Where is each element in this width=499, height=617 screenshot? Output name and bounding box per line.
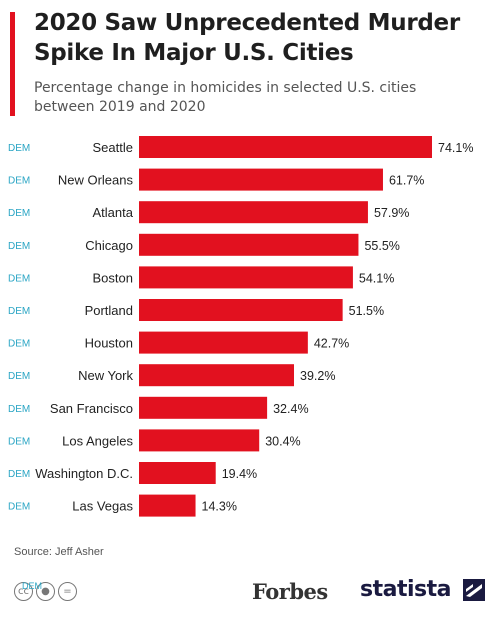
bar	[139, 331, 308, 354]
bar	[139, 462, 216, 484]
party-label: DEM	[8, 306, 30, 317]
category-label: Chicago	[85, 238, 133, 253]
value-label: 74.1%	[438, 141, 473, 155]
value-label: 54.1%	[359, 271, 394, 285]
license-icons: cc ● = DEM	[14, 581, 80, 601]
cc-icon: cc	[14, 582, 33, 601]
statista-logo-icon	[463, 579, 485, 601]
statista-logo: statista	[360, 577, 451, 602]
party-label: DEM	[8, 469, 30, 480]
category-label: Los Angeles	[62, 433, 133, 448]
value-label: 19.4%	[222, 467, 257, 481]
value-label: 51.5%	[349, 304, 384, 318]
party-label: DEM	[8, 436, 30, 447]
forbes-logo: Forbes	[252, 579, 328, 604]
value-label: 39.2%	[300, 369, 335, 383]
party-label: DEM	[8, 502, 30, 513]
bar	[139, 201, 368, 224]
value-label: 57.9%	[374, 206, 409, 220]
value-label: 14.3%	[202, 500, 237, 514]
bar	[139, 233, 359, 256]
value-label: 32.4%	[273, 402, 308, 416]
value-label: 42.7%	[314, 337, 349, 351]
bar	[139, 429, 260, 452]
party-label: DEM	[8, 208, 30, 219]
bar	[139, 396, 268, 419]
category-label: Washington D.C.	[35, 466, 133, 481]
party-label: DEM	[8, 371, 30, 382]
bar-chart: DEM Seattle 74.1% DEM New Orleans 61.7% DEM Atl…	[8, 136, 473, 517]
chart-title: 2020 Saw Unprecedented Murder Spike In M…	[34, 10, 460, 66]
category-label: Atlanta	[93, 205, 134, 220]
bar	[139, 494, 196, 517]
source-note: Source: Jeff Asher	[14, 546, 104, 558]
party-label: DEM	[8, 273, 30, 284]
category-label: Boston	[93, 270, 133, 285]
bar	[139, 168, 383, 191]
category-label: New Orleans	[58, 173, 134, 188]
category-label: Houston	[85, 336, 133, 351]
value-label: 55.5%	[364, 239, 399, 253]
category-label: Las Vegas	[72, 499, 133, 514]
title-accent-bar	[10, 12, 15, 116]
party-label: DEM	[8, 339, 30, 350]
value-label: 30.4%	[265, 434, 300, 448]
category-label: San Francisco	[50, 401, 133, 416]
bar	[139, 299, 343, 321]
category-label: Seattle	[93, 140, 133, 155]
party-label: DEM	[8, 176, 30, 187]
chart-subtitle: Percentage change in homicides in select…	[34, 80, 417, 115]
party-label: DEM	[8, 143, 30, 154]
value-label: 61.7%	[389, 174, 424, 188]
dem-overlay-label: DEM	[22, 581, 42, 591]
bar	[139, 266, 353, 289]
category-label: New York	[78, 368, 133, 383]
nd-icon: =	[58, 582, 77, 601]
party-label: DEM	[8, 404, 30, 415]
bar	[139, 136, 432, 158]
category-label: Portland	[85, 303, 133, 318]
by-icon: ●	[36, 582, 55, 601]
party-label: DEM	[8, 241, 30, 252]
bar	[139, 364, 295, 387]
